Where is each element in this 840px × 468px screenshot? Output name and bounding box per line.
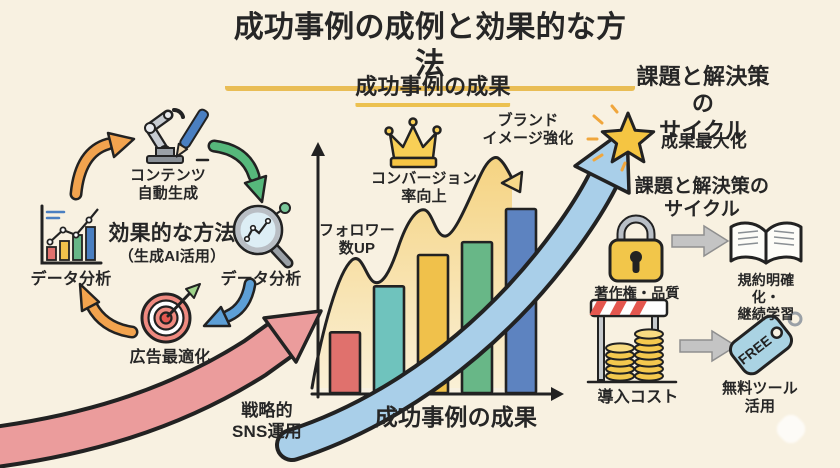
y-axis-arrowhead-icon	[311, 142, 325, 156]
annotation-brand: ブランド イメージ強化	[482, 112, 574, 148]
right-heading-top: 課題と解決策の サイクル	[636, 64, 770, 143]
book-text-lines	[737, 230, 795, 246]
cycle-arrow-blue-down	[202, 277, 257, 328]
coin-stack-tall	[634, 328, 664, 382]
annotation-conversion: コンバージョン 率向上	[370, 170, 478, 206]
cost-barrier-coins-icon	[586, 298, 678, 384]
red-strategy-arrow	[0, 309, 323, 468]
open-book-icon	[729, 221, 803, 265]
star-icon	[586, 104, 656, 172]
cycle-subheading: （生成AI活用）	[118, 248, 226, 265]
label-data-analysis-right: データ分析	[220, 271, 302, 288]
cycle-heading: 効果的な方法	[108, 222, 236, 245]
gray-arrow-right-icon	[671, 224, 730, 258]
cycle-arrow-green-down	[207, 139, 268, 204]
label-copyright-quality: 著作権・品質	[594, 285, 680, 301]
right-heading-cycle: 課題と解決策の サイクル	[634, 176, 770, 221]
ad-optimization-target-icon	[140, 283, 201, 344]
page-title: 成功事例の成例と効果的な方法	[225, 10, 635, 92]
label-introduction-cost: 導入コスト	[597, 389, 679, 406]
annotation-followers: フォロワー 数UP	[318, 222, 396, 258]
label-star-caption: 成果最大化	[661, 132, 747, 151]
cycle-arrow-orange-left	[78, 282, 139, 339]
chart-bar	[328, 330, 362, 395]
label-data-analysis-left: データ分析	[30, 271, 112, 288]
label-content-generation: コンテンツ 自動生成	[129, 167, 207, 203]
label-ad-optimization: 広告最適化	[129, 349, 211, 366]
data-analysis-chart-icon	[40, 204, 103, 265]
curve-arrowhead-icon	[500, 170, 524, 194]
blue-growth-arrow	[275, 126, 631, 462]
x-axis-arrowhead-icon	[551, 387, 564, 401]
cycle-arrow-orange-up	[69, 131, 136, 201]
barrier-stripes	[589, 301, 647, 315]
chart-heading: 成功事例の成果	[355, 74, 511, 107]
gray-arrow-right-icon-2	[679, 329, 738, 363]
free-tag-icon: FREE	[728, 311, 803, 376]
label-free-tools: 無料ツール 活用	[721, 380, 799, 416]
star-rays	[586, 104, 627, 172]
data-analysis-magnifier-icon	[232, 202, 294, 269]
label-strategy-sns: 戦略的 SNS運用	[232, 401, 302, 441]
xaxis-label: 成功事例の成果	[374, 404, 538, 430]
label-rules-learning: 規約明確化・ 継続学習	[737, 272, 795, 323]
lock-icon	[608, 214, 664, 283]
crown-icon	[384, 117, 442, 169]
coin-stack-short	[605, 342, 635, 382]
robot-content-generation-icon	[144, 108, 210, 164]
